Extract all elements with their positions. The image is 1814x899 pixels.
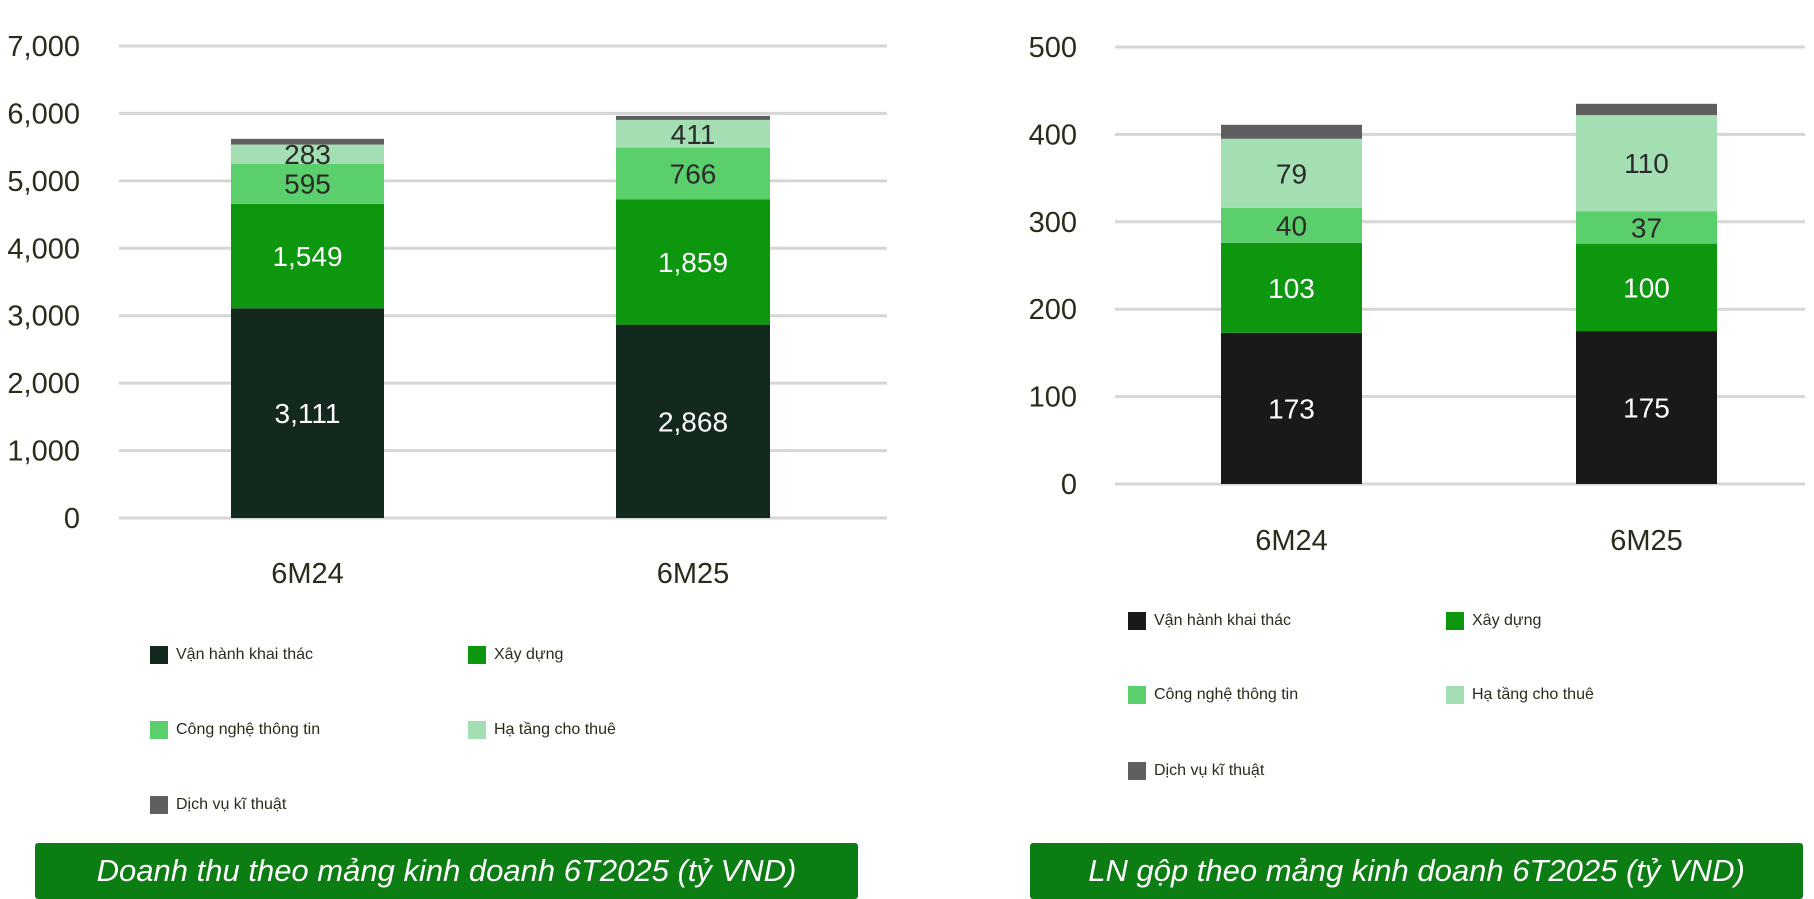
legend-swatch — [150, 646, 168, 664]
legend-swatch — [1446, 612, 1464, 630]
bar-segment — [1576, 243, 1717, 332]
bar-segment — [231, 138, 384, 145]
legend-label: Vận hành khai thác — [1154, 612, 1291, 629]
legend-item: Dịch vụ kĩ thuật — [1128, 762, 1264, 780]
x-category-label: 6M25 — [657, 558, 730, 590]
bar-segment — [231, 308, 384, 518]
x-category-label: 6M25 — [1610, 525, 1683, 557]
y-tick-label: 200 — [1029, 294, 1077, 326]
data-label: 1,859 — [658, 247, 728, 278]
y-tick-label: 6,000 — [7, 98, 80, 130]
data-label: 1,549 — [272, 241, 342, 272]
data-label: 3,111 — [275, 398, 341, 429]
data-label: 595 — [284, 169, 331, 200]
legend-item: Dịch vụ kĩ thuật — [150, 796, 286, 814]
bar-segment — [616, 119, 770, 148]
bar-segment — [231, 203, 384, 309]
legend-swatch — [1128, 762, 1146, 780]
legend-swatch — [1128, 686, 1146, 704]
charts-canvas: 0 1,000 2,000 3,000 4,000 5,000 6,000 7,000 3,11… — [7, 31, 1805, 590]
legend-swatch — [1446, 686, 1464, 704]
legend-item: Hạ tầng cho thuê — [468, 721, 616, 739]
legend-swatch — [1128, 612, 1146, 630]
y-tick-label: 400 — [1029, 119, 1077, 151]
data-label: 2,868 — [658, 406, 728, 437]
y-tick-label: 0 — [1061, 469, 1077, 501]
data-label: 173 — [1268, 393, 1315, 424]
legend-label: Hạ tầng cho thuê — [494, 721, 616, 738]
legend-item: Xây dựng — [468, 646, 563, 664]
bar-segment — [1221, 207, 1362, 243]
data-label: 79 — [1276, 158, 1307, 189]
legend-label: Hạ tầng cho thuê — [1472, 686, 1594, 703]
bar-segment — [1576, 115, 1717, 212]
legend-label: Xây dựng — [494, 646, 564, 663]
legend-label: Xây dựng — [1472, 612, 1542, 629]
y-tick-label: 3,000 — [7, 301, 80, 333]
bar-segment — [1221, 332, 1362, 484]
bar-segment — [616, 115, 770, 120]
bar-segment — [1576, 331, 1717, 484]
y-tick-label: 0 — [64, 503, 80, 535]
x-category-label: 6M24 — [1255, 525, 1328, 557]
legend-label: Công nghệ thông tin — [176, 721, 321, 738]
bar-segment — [1221, 124, 1362, 139]
bar-segment — [1221, 138, 1362, 208]
y-tick-label: 1,000 — [7, 436, 80, 468]
bar-segment — [1221, 242, 1362, 333]
data-label: 766 — [670, 158, 717, 189]
data-label: 100 — [1623, 272, 1670, 303]
legend-item: Xây dựng — [1446, 612, 1541, 630]
legend-item: Vận hành khai thác — [1128, 612, 1291, 630]
data-label: 411 — [671, 119, 716, 150]
data-label: 40 — [1276, 210, 1307, 241]
legend-label: Dịch vụ kĩ thuật — [176, 796, 287, 813]
bar-segment — [1576, 103, 1717, 116]
y-tick-label: 2,000 — [7, 368, 80, 400]
legend-item: Hạ tầng cho thuê — [1446, 686, 1594, 704]
y-tick-label: 500 — [1029, 32, 1077, 64]
data-label: 110 — [1624, 148, 1669, 179]
data-label: 37 — [1631, 212, 1662, 243]
y-tick-label: 100 — [1029, 382, 1077, 414]
legend-swatch — [150, 796, 168, 814]
y-tick-label: 7,000 — [7, 31, 80, 63]
legend-swatch — [468, 721, 486, 739]
legend-label: Công nghệ thông tin — [1154, 686, 1299, 703]
bar-segment — [231, 144, 384, 164]
title-gross-profit: LN gộp theo mảng kinh doanh 6T2025 (tỷ V… — [1030, 843, 1803, 899]
y-tick-label: 5,000 — [7, 166, 80, 198]
y-tick-label: 300 — [1029, 207, 1077, 239]
data-label: 175 — [1623, 393, 1670, 424]
data-label: 103 — [1268, 273, 1315, 304]
bar-segment — [616, 147, 770, 200]
bar-segment — [231, 163, 384, 204]
bar-segment — [1576, 211, 1717, 244]
legend-swatch — [468, 646, 486, 664]
bar-segment — [616, 199, 770, 325]
legend-swatch — [150, 721, 168, 739]
bar-segment — [616, 324, 770, 518]
y-tick-label: 4,000 — [7, 233, 80, 265]
title-revenue: Doanh thu theo mảng kinh doanh 6T2025 (t… — [35, 843, 858, 899]
legend-item: Vận hành khai thác — [150, 646, 313, 664]
legend-label: Dịch vụ kĩ thuật — [1154, 762, 1265, 779]
x-category-label: 6M24 — [271, 558, 344, 590]
legend-item: Công nghệ thông tin — [1128, 686, 1298, 704]
legend-item: Công nghệ thông tin — [150, 721, 320, 739]
legend-label: Vận hành khai thác — [176, 646, 313, 663]
